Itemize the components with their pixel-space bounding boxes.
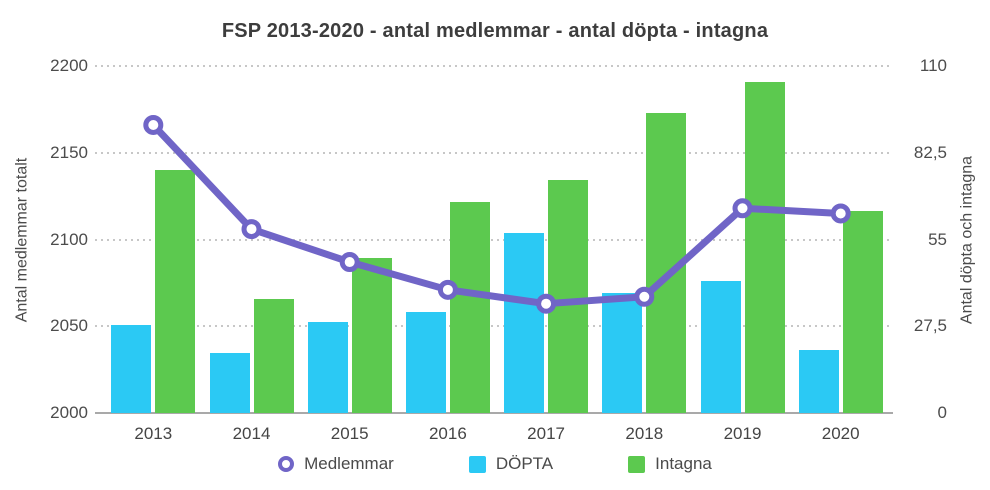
x-axis-line [95, 412, 893, 414]
x-axis-label-2013: 2013 [134, 424, 173, 443]
legend-item-intagna: Intagna [628, 454, 712, 474]
line-point-2018 [634, 286, 655, 307]
plot-area [95, 65, 893, 414]
bar-intagna-2013 [155, 170, 196, 413]
line-point-2017 [536, 293, 557, 314]
x-axis-label-2019: 2019 [723, 424, 762, 443]
right-axis-tick-label: 82,5 [913, 142, 947, 162]
left-axis-tick-label: 2050 [50, 316, 88, 336]
bar-döpta-2020 [798, 349, 839, 413]
cyan-square-icon [468, 455, 486, 473]
line-point-2019 [732, 198, 753, 219]
bar-intagna-2015 [351, 258, 392, 413]
line-point-2015 [339, 252, 360, 273]
legend-label: Medlemmar [304, 454, 394, 473]
bar-döpta-2014 [209, 353, 250, 413]
legend-item-dopta: DÖPTA [468, 454, 554, 474]
bar-döpta-2017 [504, 233, 545, 413]
line-point-2014 [241, 219, 262, 240]
x-axis-label-2018: 2018 [625, 424, 664, 443]
bar-döpta-2015 [307, 321, 348, 413]
line-point-2016 [437, 279, 458, 300]
bar-döpta-2019 [700, 280, 741, 413]
x-axis-label-2016: 2016 [428, 424, 467, 443]
bar-intagna-2017 [548, 179, 589, 413]
chart-title: FSP 2013-2020 - antal medlemmar - antal … [221, 20, 769, 42]
gridline [95, 65, 893, 67]
bar-intagna-2014 [253, 299, 294, 413]
x-axis-label-2020: 2020 [821, 424, 860, 443]
bar-döpta-2013 [111, 324, 152, 413]
right-axis-tick-label: 27,5 [913, 316, 947, 336]
green-square-icon [628, 455, 646, 473]
gridline [95, 325, 893, 328]
bar-intagna-2020 [842, 211, 883, 413]
x-axis-label-2015: 2015 [330, 424, 369, 443]
bar-döpta-2016 [405, 312, 446, 413]
x-axis-label-2014: 2014 [232, 424, 271, 443]
bar-döpta-2018 [602, 293, 643, 413]
gridline [95, 238, 893, 241]
x-axis-label-2017: 2017 [527, 424, 565, 443]
bar-intagna-2019 [744, 81, 785, 413]
right-axis-tick-label: 0 [937, 403, 947, 422]
legend-item-medlemmar: Medlemmar [278, 454, 394, 474]
line-marker-icon [278, 456, 295, 472]
line-point-2013 [143, 114, 164, 135]
gridline [95, 151, 893, 154]
bar-intagna-2016 [449, 201, 490, 413]
right-axis-tick-label: 110 [919, 56, 947, 75]
left-axis-tick-label: 2000 [50, 403, 88, 422]
legend-label: DÖPTA [495, 454, 554, 473]
left-axis-tick-label: 2100 [50, 229, 88, 249]
left-axis-tick-label: 2150 [50, 142, 88, 162]
right-axis-title: Antal döpta och intagna [958, 155, 976, 325]
left-axis-tick-label: 2200 [50, 56, 88, 75]
legend: Medlemmar DÖPTA Intagna [0, 454, 990, 474]
medlemmar-line [143, 114, 851, 314]
right-axis-tick-label: 55 [928, 229, 947, 249]
legend-label: Intagna [655, 454, 712, 473]
line-point-2020 [830, 203, 851, 224]
